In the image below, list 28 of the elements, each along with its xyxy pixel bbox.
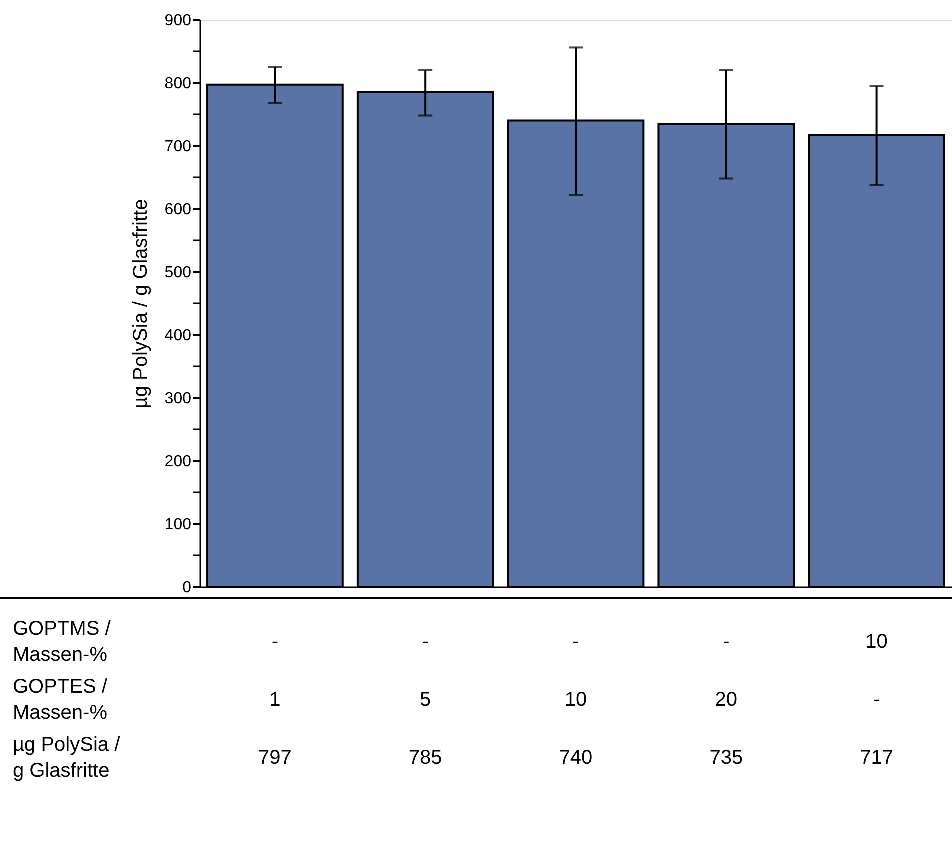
text: -	[572, 631, 580, 653]
data-label: 740	[559, 747, 593, 769]
data-label: 785	[408, 747, 442, 769]
text: µg PolySia / g Glasfritte	[13, 734, 121, 782]
data-label: 797	[258, 747, 292, 769]
text: -	[422, 631, 429, 653]
y-tick-label: 600	[164, 202, 192, 218]
text: 10	[564, 689, 588, 711]
y-tick-label: 900	[164, 12, 192, 30]
y-axis-title: µg PolySia / g Glasfritte	[130, 199, 152, 409]
data-label: 735	[710, 747, 744, 769]
text: GOPTMS / Massen-%	[13, 618, 112, 666]
y-tick-label: 0	[182, 580, 192, 596]
text: -	[272, 631, 279, 653]
text: -	[723, 631, 730, 653]
text: 1	[270, 689, 281, 711]
text: 10	[866, 631, 888, 653]
text: 5	[420, 689, 432, 711]
y-tick-label: 100	[164, 516, 192, 534]
text: 20	[715, 689, 738, 711]
y-tick-label: 400	[164, 328, 192, 344]
y-tick-label: 700	[164, 138, 192, 156]
y-tick-label: 800	[164, 76, 192, 92]
y-tick-label: 200	[164, 454, 192, 470]
text: -	[873, 689, 880, 711]
y-tick-label: 500	[164, 264, 192, 282]
data-label: 717	[860, 747, 894, 769]
y-tick-label: 300	[164, 390, 192, 408]
